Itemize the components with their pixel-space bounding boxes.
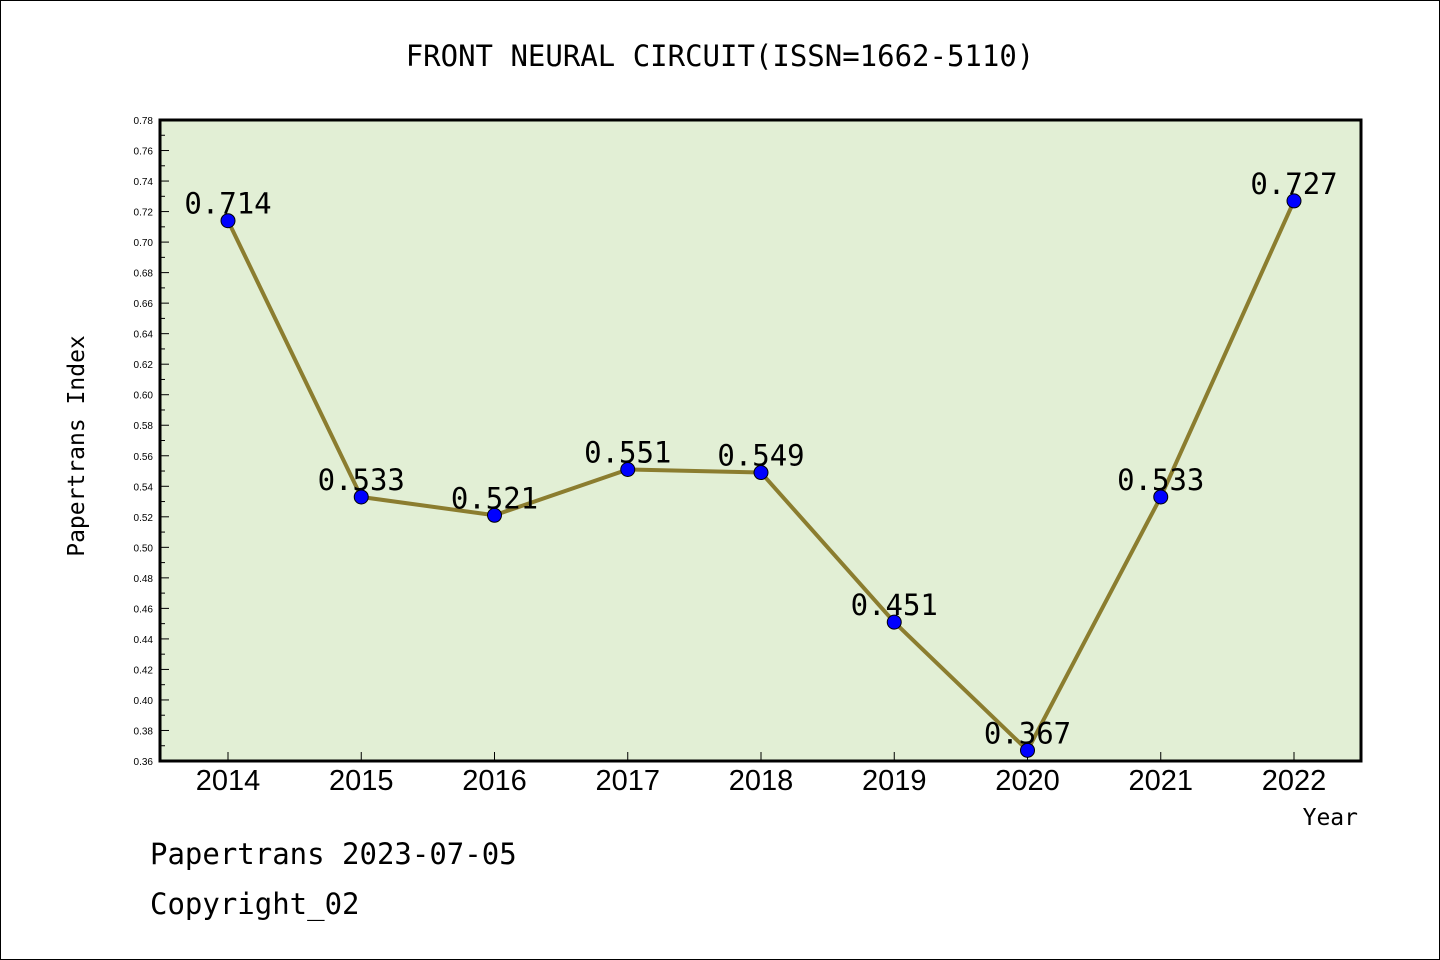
- y-tick-label: 0.48: [134, 574, 154, 585]
- y-axis: 0.36 0.38 0.40 0.42 0.44 0.46 0.48 0.50 0.52 0.54…: [134, 116, 169, 768]
- footer-copyright: Copyright_02: [150, 887, 360, 922]
- y-tick-label: 0.42: [134, 665, 154, 676]
- x-tick-label: 2016: [462, 765, 527, 797]
- x-tick-label: 2015: [329, 765, 394, 797]
- y-tick-label: 0.52: [134, 513, 154, 524]
- data-label: 0.451: [851, 588, 938, 622]
- data-label: 0.533: [1117, 463, 1204, 497]
- x-tick-label: 2014: [196, 765, 261, 797]
- y-tick-label: 0.46: [134, 604, 154, 615]
- data-labels: 0.714 0.533 0.521 0.551 0.549 0.451 0.367 0.533…: [184, 167, 1337, 750]
- data-label: 0.551: [584, 435, 671, 469]
- y-tick-label: 0.70: [134, 238, 154, 249]
- y-tick-label: 0.62: [134, 360, 154, 371]
- x-axis-label: Year: [1303, 805, 1358, 831]
- y-tick-label: 0.38: [134, 726, 154, 737]
- data-point: [220, 213, 236, 229]
- y-tick-label: 0.54: [134, 482, 154, 493]
- data-label: 0.714: [184, 187, 271, 221]
- y-tick-label: 0.72: [134, 208, 154, 219]
- data-point: [353, 489, 369, 505]
- x-tick-label: 2018: [729, 765, 794, 797]
- data-label: 0.549: [717, 439, 804, 473]
- y-tick-label: 0.66: [134, 299, 154, 310]
- x-tick-label: 2020: [995, 765, 1060, 797]
- data-point: [1020, 742, 1035, 758]
- y-tick-label: 0.44: [134, 635, 154, 646]
- chart-title: FRONT NEURAL CIRCUIT(ISSN=1662-5110): [406, 39, 1035, 73]
- data-points: [220, 193, 1302, 758]
- data-label: 0.367: [984, 716, 1071, 750]
- data-point: [886, 614, 902, 630]
- data-label: 0.727: [1250, 167, 1337, 201]
- y-tick-label: 0.60: [134, 391, 154, 402]
- data-point: [487, 507, 502, 523]
- x-tick-label: 2022: [1262, 765, 1327, 797]
- x-tick-label: 2019: [862, 765, 927, 797]
- data-label: 0.521: [451, 481, 538, 515]
- x-tick-label: 2017: [595, 765, 660, 797]
- y-tick-label: 0.78: [134, 116, 154, 127]
- data-point: [753, 465, 769, 481]
- footer-date: Papertrans 2023-07-05: [150, 837, 517, 871]
- y-tick-label: 0.40: [134, 696, 154, 707]
- y-tick-label: 0.56: [134, 452, 154, 463]
- x-tick-label: 2021: [1128, 765, 1193, 797]
- y-tick-label: 0.50: [134, 543, 154, 554]
- data-point: [1153, 489, 1169, 505]
- data-point: [1286, 193, 1302, 209]
- y-axis-label: Papertrans Index: [64, 335, 90, 557]
- plot-area: [158, 118, 1363, 763]
- x-axis: 2014 2015 2016 2017 2018 2019 2020 2021 2022: [196, 752, 1327, 797]
- data-point: [620, 461, 636, 477]
- data-label: 0.533: [318, 463, 405, 497]
- y-tick-label: 0.64: [134, 330, 154, 341]
- y-tick-label: 0.74: [134, 177, 154, 188]
- y-tick-label: 0.58: [134, 421, 154, 432]
- y-tick-label: 0.76: [134, 147, 154, 158]
- y-tick-label: 0.68: [134, 269, 154, 280]
- y-tick-label: 0.36: [134, 757, 154, 768]
